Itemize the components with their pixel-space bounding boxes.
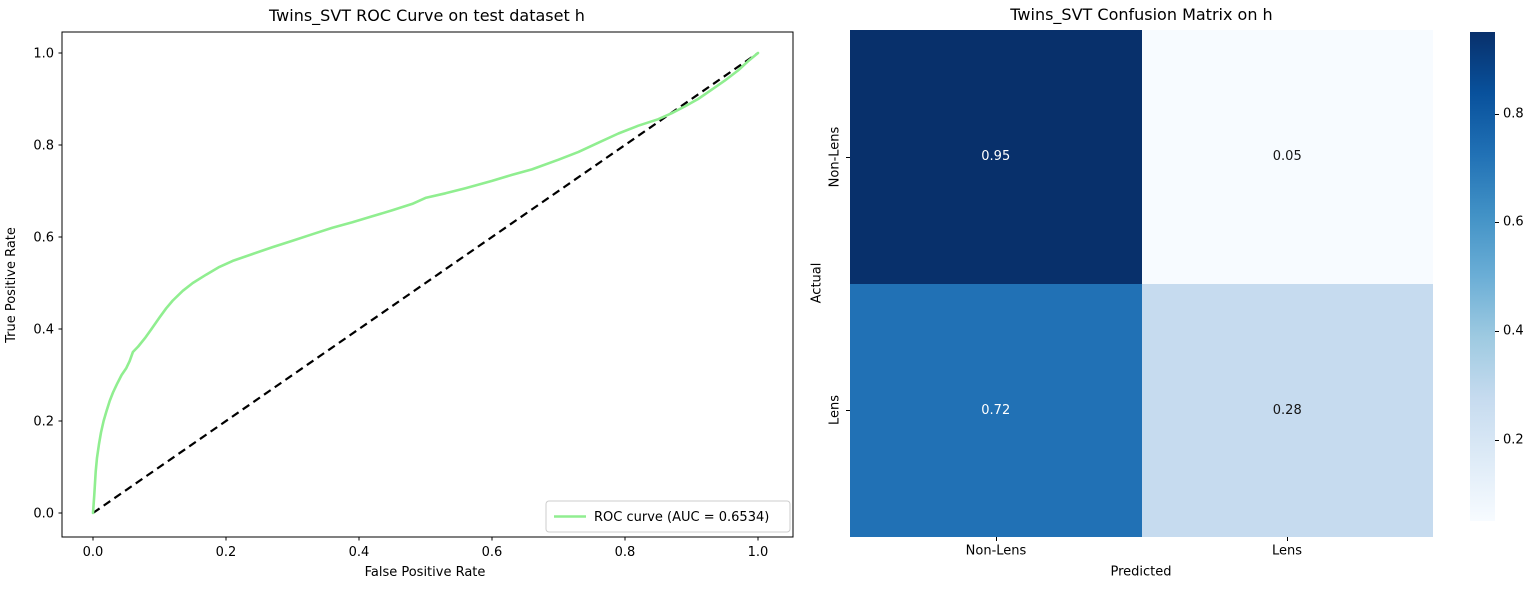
colorbar-tick-mark: [1495, 330, 1499, 332]
roc-ylabel: True Positive Rate: [4, 227, 19, 344]
roc-xlabel: False Positive Rate: [365, 565, 486, 580]
cm-cell-true-nonlens-pred-lens: 0.05: [1141, 30, 1433, 284]
cm-cell-value: 0.28: [1272, 402, 1302, 418]
cm-cell-value: 0.72: [981, 402, 1011, 418]
y-tick-label: 0.4: [33, 323, 54, 338]
legend-label: ROC curve (AUC = 0.6534): [594, 510, 769, 525]
roc-legend: ROC curve (AUC = 0.6534): [545, 500, 791, 533]
roc-plot-spines: [61, 31, 794, 538]
x-tick-label: 1.0: [748, 545, 769, 560]
cm-ytick-nonlens: Non-Lens: [827, 126, 843, 188]
cm-cell-true-lens-pred-nonlens: 0.72: [850, 283, 1142, 537]
colorbar-tick-label: 0.4: [1503, 323, 1524, 339]
cm-cell-true-nonlens-pred-nonlens: 0.95: [850, 30, 1142, 284]
cm-ylabel: Actual: [809, 262, 825, 304]
cm-xtick-nonlens: Non-Lens: [965, 543, 1027, 559]
roc-x-axis: 0.0 0.2 0.4 0.6 0.8 1.0: [83, 537, 769, 560]
y-tick-label: 0.0: [33, 507, 54, 522]
y-tick-label: 1.0: [33, 47, 54, 62]
cm-ytick-mark: [846, 410, 850, 411]
chance-diagonal-line: [92, 52, 759, 514]
roc-curve-line: [91, 51, 760, 515]
x-tick-label: 0.8: [615, 545, 636, 560]
colorbar: [1470, 32, 1495, 521]
x-tick-label: 0.4: [349, 545, 370, 560]
cm-xtick-lens: Lens: [1271, 543, 1303, 559]
colorbar-tick-mark: [1495, 222, 1499, 224]
cm-xtick-mark: [996, 537, 997, 541]
cm-cell-value: 0.05: [1272, 149, 1302, 165]
cm-cell-value: 0.95: [981, 149, 1011, 165]
colorbar-tick-mark: [1495, 113, 1499, 115]
colorbar-tick-mark: [1495, 439, 1499, 441]
cm-ytick-lens: Lens: [827, 394, 843, 426]
cm-cell-true-lens-pred-lens: 0.28: [1141, 283, 1433, 537]
cm-ytick-mark: [846, 157, 850, 158]
y-tick-label: 0.2: [33, 415, 54, 430]
x-tick-label: 0.6: [482, 545, 503, 560]
cm-heatmap: 0.95 0.05 0.72 0.28: [850, 30, 1433, 537]
colorbar-tick-label: 0.6: [1503, 214, 1524, 230]
x-tick-label: 0.0: [83, 545, 104, 560]
legend-frame: [545, 500, 791, 533]
roc-title: Twins_SVT ROC Curve on test dataset h: [268, 6, 585, 26]
y-tick-label: 0.6: [33, 231, 54, 246]
cm-xtick-mark: [1287, 537, 1288, 541]
x-tick-label: 0.2: [216, 545, 237, 560]
colorbar-tick-label: 0.2: [1503, 432, 1524, 447]
cm-xlabel: Predicted: [1110, 564, 1172, 580]
roc-chart: 0.0 0.2 0.4 0.6 0.8 1.0 0.0 0.2 0.4 0.6 0.8 1.0 Tw…: [4, 6, 794, 580]
roc-y-axis: 0.0 0.2 0.4 0.6 0.8 1.0: [33, 47, 62, 522]
colorbar-tick-label: 0.8: [1503, 106, 1524, 121]
cm-title: Twins_SVT Confusion Matrix on h: [1010, 5, 1273, 24]
y-tick-label: 0.8: [33, 139, 54, 154]
